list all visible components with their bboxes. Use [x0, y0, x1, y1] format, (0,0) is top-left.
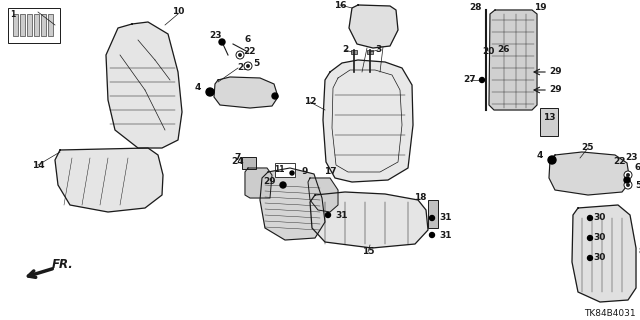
- Text: 9: 9: [302, 167, 308, 177]
- Text: 13: 13: [543, 114, 556, 123]
- Polygon shape: [549, 152, 630, 195]
- Circle shape: [236, 51, 244, 59]
- Circle shape: [588, 236, 593, 241]
- Text: 8: 8: [639, 247, 640, 257]
- Text: 15: 15: [362, 247, 374, 257]
- Bar: [275, 163, 295, 177]
- Text: 23: 23: [209, 30, 221, 39]
- Text: 30: 30: [594, 253, 606, 262]
- Text: 30: 30: [594, 234, 606, 243]
- Text: 6: 6: [635, 164, 640, 172]
- Text: 21: 21: [237, 63, 249, 73]
- Polygon shape: [106, 22, 182, 148]
- Text: 28: 28: [470, 4, 483, 12]
- Text: 3: 3: [375, 45, 381, 54]
- Text: 27: 27: [464, 76, 476, 84]
- Text: 22: 22: [614, 157, 627, 166]
- Text: TK84B4031: TK84B4031: [584, 309, 636, 318]
- Circle shape: [588, 215, 593, 220]
- Circle shape: [429, 233, 435, 237]
- Bar: [242, 157, 256, 169]
- Text: 23: 23: [626, 154, 638, 163]
- Polygon shape: [323, 60, 413, 182]
- Polygon shape: [245, 168, 272, 198]
- Text: 19: 19: [534, 4, 547, 12]
- Circle shape: [326, 212, 330, 218]
- Polygon shape: [489, 10, 537, 110]
- Text: 29: 29: [550, 85, 563, 94]
- Bar: [367, 50, 373, 54]
- Bar: [20, 14, 25, 36]
- Bar: [13, 14, 18, 36]
- Circle shape: [627, 173, 630, 177]
- Circle shape: [479, 77, 484, 83]
- Text: 6: 6: [245, 36, 251, 44]
- Text: 5: 5: [253, 60, 259, 68]
- Bar: [27, 14, 32, 36]
- Text: 20: 20: [482, 47, 494, 57]
- Text: 31: 31: [440, 230, 452, 239]
- Text: 31: 31: [336, 211, 348, 220]
- Polygon shape: [349, 5, 398, 48]
- Circle shape: [272, 93, 278, 99]
- Text: FR.: FR.: [52, 259, 74, 271]
- Circle shape: [244, 62, 252, 70]
- Text: 25: 25: [582, 143, 595, 153]
- Circle shape: [280, 182, 286, 188]
- Text: 14: 14: [32, 161, 44, 170]
- Bar: [34, 14, 39, 36]
- Circle shape: [429, 215, 435, 220]
- Circle shape: [206, 88, 214, 96]
- Text: 18: 18: [413, 194, 426, 203]
- Circle shape: [548, 156, 556, 164]
- Circle shape: [624, 171, 632, 179]
- Text: 4: 4: [537, 150, 543, 159]
- Text: 29: 29: [550, 68, 563, 76]
- Circle shape: [219, 39, 225, 45]
- Bar: [540, 108, 558, 136]
- Circle shape: [624, 181, 632, 189]
- Text: 4: 4: [195, 83, 201, 92]
- Polygon shape: [260, 168, 325, 240]
- Polygon shape: [572, 205, 636, 302]
- Bar: [428, 200, 438, 228]
- Polygon shape: [55, 148, 163, 212]
- Text: 22: 22: [244, 47, 256, 57]
- Circle shape: [588, 255, 593, 260]
- Polygon shape: [308, 178, 338, 212]
- Circle shape: [624, 177, 630, 183]
- Polygon shape: [310, 192, 428, 248]
- Text: 29: 29: [264, 178, 276, 187]
- Bar: [351, 50, 357, 54]
- Text: 26: 26: [498, 45, 510, 54]
- Text: 10: 10: [172, 7, 184, 17]
- Circle shape: [239, 53, 242, 57]
- Polygon shape: [214, 77, 278, 108]
- Bar: [41, 14, 46, 36]
- Bar: [48, 14, 53, 36]
- Text: 30: 30: [594, 213, 606, 222]
- Text: 5: 5: [635, 180, 640, 189]
- Text: 24: 24: [232, 157, 244, 166]
- Circle shape: [290, 171, 294, 175]
- Text: 31: 31: [440, 213, 452, 222]
- Text: 2: 2: [342, 45, 348, 54]
- Circle shape: [627, 183, 630, 187]
- Bar: [8, 8, 60, 43]
- Text: 1: 1: [10, 10, 15, 19]
- Circle shape: [246, 64, 250, 68]
- Text: 17: 17: [324, 167, 336, 177]
- Text: 16: 16: [333, 1, 346, 10]
- Text: 12: 12: [304, 98, 316, 107]
- Text: 7: 7: [235, 154, 241, 163]
- Text: 11: 11: [274, 165, 284, 174]
